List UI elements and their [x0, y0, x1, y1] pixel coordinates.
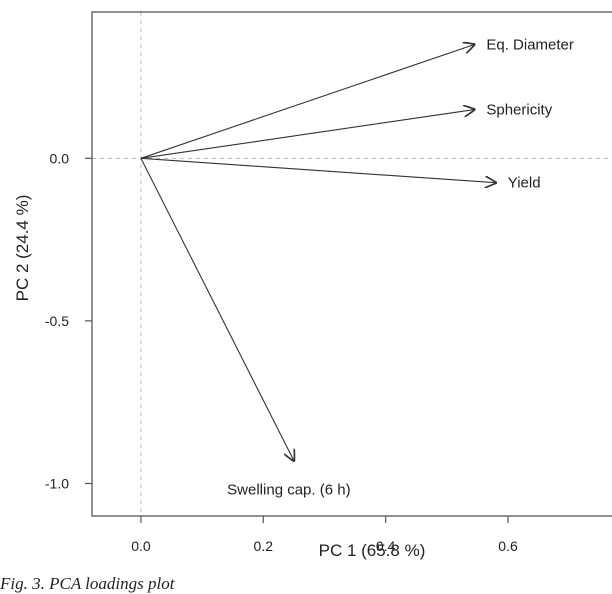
loading-arrow-eq-diameter: [140, 45, 474, 159]
plot-frame: [91, 11, 612, 517]
x-tick-label: 0.0: [131, 538, 151, 554]
y-axis-label: PC 2 (24.4 %): [13, 195, 32, 302]
x-axis-ticks: 0.0 0.2 0.4 0.6: [131, 516, 518, 554]
x-axis-label: PC 1 (65.8 %): [319, 541, 426, 560]
loading-arrow-sphericity: [140, 110, 474, 159]
y-tick-label: -1.0: [45, 475, 69, 491]
y-axis-ticks: 0.0 -0.5 -1.0: [45, 150, 92, 491]
y-tick-label: -0.5: [45, 313, 69, 329]
reference-lines: [92, 12, 612, 516]
x-tick-label: 0.4: [376, 538, 396, 554]
loading-arrow-yield: [140, 157, 496, 182]
y-tick-label: 0.0: [50, 150, 70, 166]
loading-arrows: [140, 45, 496, 461]
loading-arrow-swelling-cap-6-h: [140, 158, 294, 460]
figure-caption: Fig. 3. PCA loadings plot: [0, 574, 175, 593]
loading-label-sphericity: Sphericity: [486, 102, 552, 119]
x-tick-label: 0.6: [498, 538, 518, 554]
loading-label-yield: Yield: [508, 175, 541, 192]
x-tick-label: 0.2: [254, 538, 274, 554]
loading-labels: Eq. Diameter Sphericity Yield Swelling cap.…: [227, 37, 574, 499]
loading-label-swelling-cap-6-h: Swelling cap. (6 h): [227, 482, 350, 499]
loading-label-eq-diameter: Eq. Diameter: [486, 37, 574, 54]
